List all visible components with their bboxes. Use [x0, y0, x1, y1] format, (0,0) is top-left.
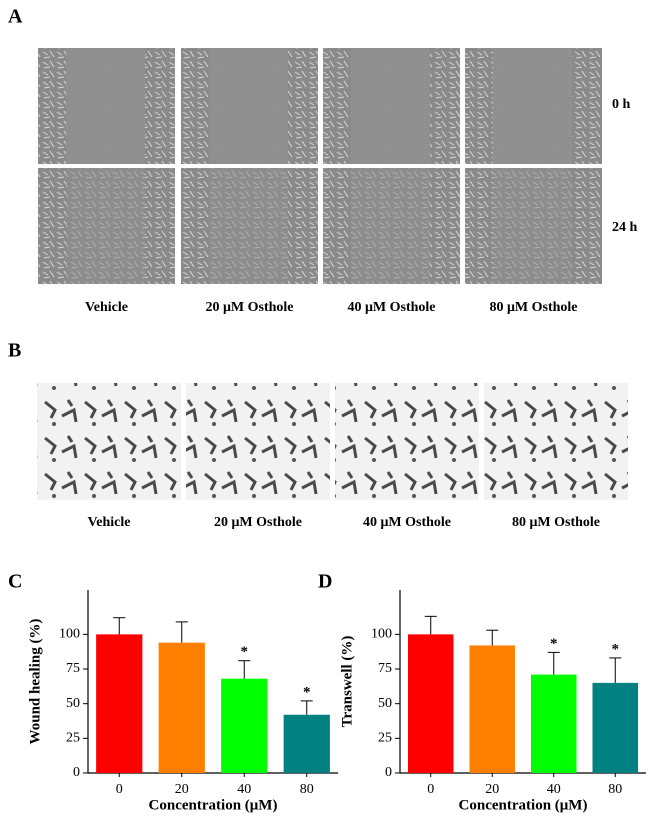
panel-label: D — [318, 571, 332, 593]
y-tick-label: 75 — [66, 661, 80, 676]
wound-gap — [351, 168, 430, 284]
condition-label: Vehicle — [85, 300, 128, 315]
wound-gap — [209, 168, 288, 284]
micrograph — [37, 383, 181, 500]
bar — [469, 645, 516, 773]
y-tick-label: 0 — [385, 765, 392, 780]
bar — [158, 642, 205, 773]
micrograph — [186, 383, 330, 500]
y-tick-label: 25 — [378, 731, 392, 746]
x-axis-title: Concentration (μM) — [459, 797, 588, 813]
panel-label: C — [8, 571, 22, 593]
condition-label: Vehicle — [87, 515, 130, 530]
y-tick-label: 75 — [378, 661, 392, 676]
x-tick-label: 0 — [116, 782, 123, 797]
panel-label: A — [8, 6, 23, 28]
condition-label: 80 μM Osthole — [489, 300, 577, 315]
bar — [592, 682, 639, 773]
panel-label: B — [8, 340, 21, 362]
micrograph — [335, 383, 479, 500]
bar — [96, 634, 143, 773]
bar — [407, 634, 454, 773]
wound-gap — [209, 48, 288, 164]
wound-gap — [66, 48, 145, 164]
x-tick-label: 40 — [237, 782, 251, 797]
significance-mark: * — [612, 641, 620, 657]
x-tick-label: 40 — [547, 782, 561, 797]
bar — [530, 674, 577, 773]
condition-label: 40 μM Osthole — [347, 300, 435, 315]
x-tick-label: 20 — [175, 782, 189, 797]
x-axis-title: Concentration (μM) — [149, 797, 278, 813]
wound-gap — [493, 168, 572, 284]
significance-mark: * — [241, 644, 249, 660]
y-tick-label: 50 — [378, 696, 392, 711]
wound-gap — [493, 48, 572, 164]
bar — [221, 678, 268, 773]
timepoint-label: 24 h — [612, 220, 638, 235]
bar — [283, 714, 330, 773]
significance-mark: * — [303, 684, 311, 700]
condition-label: 20 μM Osthole — [205, 300, 293, 315]
condition-label: 20 μM Osthole — [214, 515, 302, 530]
wound-gap — [66, 168, 145, 284]
significance-mark: * — [550, 636, 558, 652]
condition-label: 80 μM Osthole — [512, 515, 600, 530]
x-tick-label: 80 — [300, 782, 314, 797]
y-tick-label: 100 — [371, 627, 392, 642]
y-axis-title: Wound healing (%) — [27, 619, 43, 745]
y-tick-label: 0 — [73, 765, 80, 780]
x-tick-label: 80 — [608, 782, 622, 797]
y-tick-label: 25 — [66, 731, 80, 746]
y-axis-title: Transwell (%) — [339, 636, 355, 728]
timepoint-label: 0 h — [612, 97, 631, 112]
y-tick-label: 50 — [66, 696, 80, 711]
x-tick-label: 20 — [485, 782, 499, 797]
x-tick-label: 0 — [427, 782, 434, 797]
condition-label: 40 μM Osthole — [363, 515, 451, 530]
micrograph — [484, 383, 628, 500]
y-tick-label: 100 — [59, 627, 80, 642]
wound-gap — [351, 48, 430, 164]
